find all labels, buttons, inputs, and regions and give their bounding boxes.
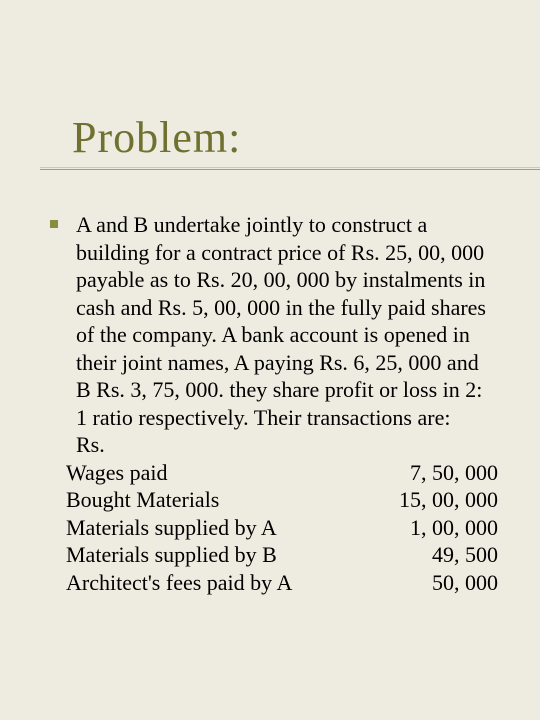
list-item: Materials supplied by B 49, 500: [66, 541, 498, 569]
bullet-block: A and B undertake jointly to construct a…: [50, 211, 498, 596]
item-value: 1, 00, 000: [410, 514, 498, 542]
slide-title: Problem:: [72, 112, 540, 163]
item-value: 7, 50, 000: [410, 459, 498, 487]
title-area: Problem:: [0, 0, 540, 163]
item-label: Bought Materials: [66, 486, 219, 514]
item-label: Materials supplied by B: [66, 541, 277, 569]
content-area: A and B undertake jointly to construct a…: [0, 163, 540, 596]
item-value: 15, 00, 000: [399, 486, 498, 514]
item-label: Materials supplied by A: [66, 514, 277, 542]
item-value: 50, 000: [432, 569, 498, 597]
square-bullet-icon: [50, 220, 58, 228]
item-value: 49, 500: [432, 541, 498, 569]
items-list: Wages paid 7, 50, 000 Bought Materials 1…: [66, 459, 498, 597]
paragraph-text: A and B undertake jointly to construct a…: [76, 212, 486, 430]
slide: Problem: A and B undertake jointly to co…: [0, 0, 540, 720]
item-label: Architect's fees paid by A: [66, 569, 292, 597]
list-item: Architect's fees paid by A 50, 000: [66, 569, 498, 597]
currency-label: Rs.: [76, 431, 498, 459]
list-item: Bought Materials 15, 00, 000: [66, 486, 498, 514]
body-text: A and B undertake jointly to construct a…: [76, 211, 498, 596]
list-item: Wages paid 7, 50, 000: [66, 459, 498, 487]
list-item: Materials supplied by A 1, 00, 000: [66, 514, 498, 542]
title-underline: [40, 168, 540, 170]
item-label: Wages paid: [66, 459, 167, 487]
